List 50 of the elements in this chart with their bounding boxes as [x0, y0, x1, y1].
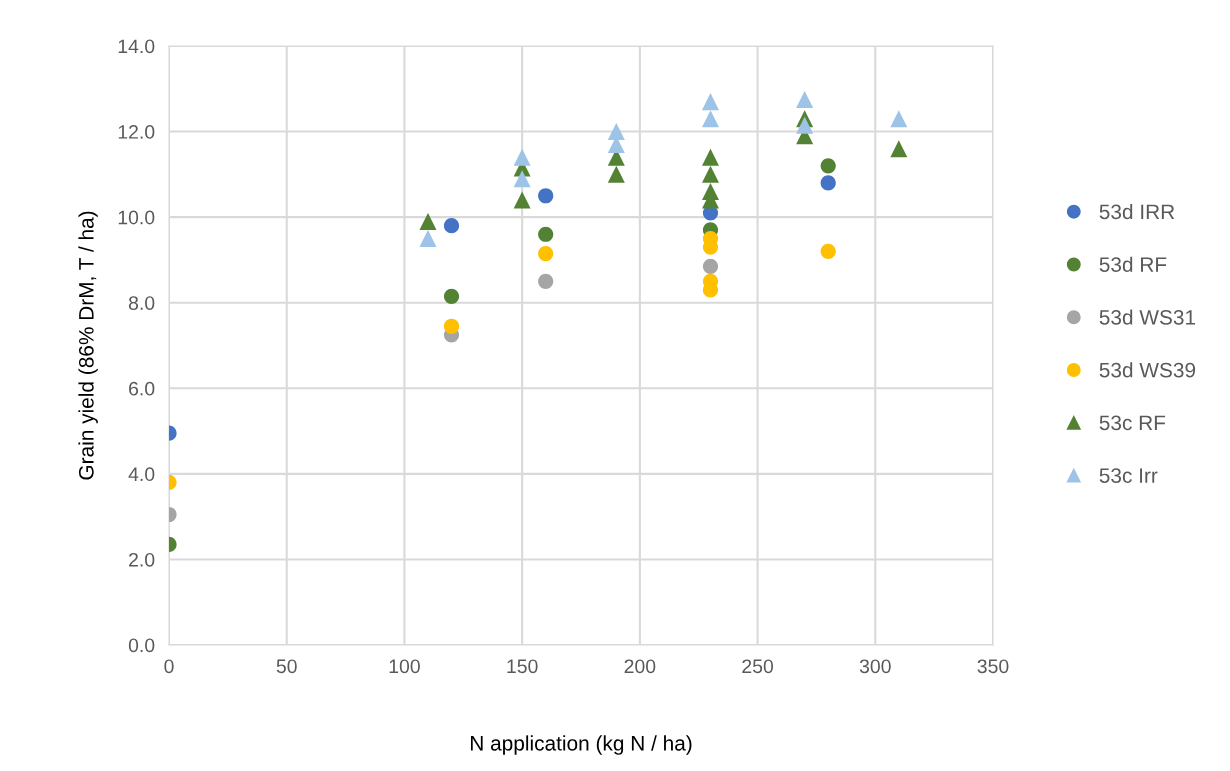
point	[701, 165, 719, 183]
point	[513, 170, 531, 188]
point	[890, 140, 908, 158]
point	[890, 110, 908, 128]
point	[538, 273, 554, 289]
y-tick-label: 8.0	[128, 296, 155, 310]
point	[607, 165, 625, 183]
legend-label: 53c RF	[1099, 415, 1166, 431]
x-tick-label: 0	[164, 659, 174, 674]
point	[796, 90, 814, 108]
point	[538, 226, 554, 242]
y-tick-label: 14.0	[118, 39, 155, 54]
point	[820, 243, 836, 259]
point	[419, 212, 437, 230]
point	[701, 93, 719, 111]
y-tick-label: 12.0	[118, 125, 155, 139]
x-tick-label: 150	[507, 659, 538, 674]
x-tick-label: 250	[742, 659, 774, 674]
point	[443, 218, 460, 234]
point	[443, 318, 460, 334]
y-tick-label: 0.0	[128, 638, 155, 653]
point	[443, 288, 460, 304]
point	[538, 188, 554, 204]
legend-label: 53d WS31	[1099, 309, 1196, 325]
x-tick-label: 200	[624, 659, 656, 674]
point	[538, 245, 554, 262]
point	[513, 191, 531, 209]
point	[701, 110, 719, 128]
point	[419, 230, 437, 248]
point	[607, 123, 625, 141]
point	[702, 258, 719, 274]
x-tick-label: 300	[859, 659, 891, 674]
point	[796, 116, 814, 134]
y-tick-label: 4.0	[128, 467, 155, 482]
legend-label: 53d IRR	[1099, 203, 1175, 220]
legend-label: 53c Irr	[1099, 468, 1158, 483]
legend-label: 53d RF	[1099, 256, 1167, 272]
y-tick-label: 6.0	[129, 381, 155, 396]
x-axis-title: N application (kg N / ha)	[470, 735, 692, 755]
x-tick-label: 50	[276, 659, 297, 674]
point	[820, 158, 836, 174]
point	[820, 175, 836, 191]
point	[513, 148, 531, 166]
y-tick-label: 10.0	[118, 210, 155, 225]
y-axis-title: Grain yield (86% DrM, T / ha)	[78, 211, 98, 480]
y-tick-label: 2.0	[129, 552, 155, 567]
x-tick-label: 350	[977, 659, 1009, 674]
point	[701, 148, 719, 166]
legend-label: 53d WS39	[1099, 362, 1196, 378]
x-tick-label: 100	[389, 659, 420, 674]
